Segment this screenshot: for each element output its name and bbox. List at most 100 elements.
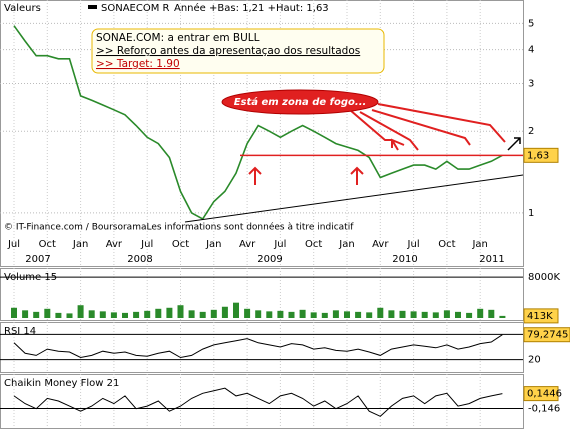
bar xyxy=(221,306,228,318)
bar xyxy=(321,312,328,318)
last-value-label: 0,1446 xyxy=(527,389,562,400)
bar xyxy=(432,312,439,318)
header: Valeurs xyxy=(4,3,41,14)
bar xyxy=(477,308,484,318)
x-tick-label: Jan xyxy=(205,239,221,250)
source-note: © IT-Finance.com / BoursoramaLes informa… xyxy=(4,222,354,233)
bar xyxy=(310,312,317,318)
y-tick-label: 8000K xyxy=(528,272,560,283)
x-tick-label: Oct xyxy=(172,239,189,250)
y-tick-label: 20 xyxy=(528,355,541,366)
x-tick-label: Avr xyxy=(106,239,123,250)
bar xyxy=(66,313,73,318)
panel-frame xyxy=(0,322,524,373)
bar xyxy=(110,312,117,318)
bar xyxy=(155,308,162,318)
bar xyxy=(299,309,306,318)
x-tick-label: Jul xyxy=(140,239,153,250)
bar xyxy=(177,305,184,318)
x-year-label: 2009 xyxy=(257,254,282,265)
bar xyxy=(166,307,173,318)
x-year-label: 2010 xyxy=(392,254,417,265)
x-year-label: 2011 xyxy=(479,254,504,265)
x-tick-label: Jan xyxy=(338,239,354,250)
panel-title: Volume 15 xyxy=(4,272,57,283)
x-year-label: 2007 xyxy=(25,254,50,265)
last-value-label: 1,63 xyxy=(527,150,549,161)
callout-arrows xyxy=(248,103,506,185)
bar xyxy=(277,310,284,318)
x-tick-label: Jan xyxy=(72,239,88,250)
last-value-box xyxy=(523,327,570,343)
x-tick-label: Jul xyxy=(273,239,286,250)
callout-text: Está em zona de fogo... xyxy=(234,96,367,108)
last-value-box xyxy=(523,147,559,163)
x-tick-label: Jul xyxy=(7,239,20,250)
annotation-line: >> Target: 1.90 xyxy=(96,58,180,70)
bar xyxy=(133,311,140,318)
line-series xyxy=(13,334,503,359)
bar xyxy=(399,310,406,318)
y-tick-label: 2 xyxy=(528,126,534,137)
subtitle: Année +Bas: 1,21 +Haut: 1,63 xyxy=(174,2,329,14)
annotation-layer: Valeurs SONAECOM R Année +Bas: 1,21 +Hau… xyxy=(4,2,524,233)
x-tick-label: Jan xyxy=(471,239,487,250)
bar xyxy=(11,307,17,318)
bar xyxy=(455,311,461,318)
bar xyxy=(288,311,295,318)
bar xyxy=(188,310,195,318)
bar xyxy=(33,311,40,318)
last-value-label: 413K xyxy=(527,311,553,322)
bar xyxy=(355,311,362,318)
bar xyxy=(55,312,62,318)
bar xyxy=(44,308,51,318)
x-tick-label: Avr xyxy=(372,239,389,250)
line-series xyxy=(13,25,503,220)
trend-arrow xyxy=(507,137,521,151)
bar xyxy=(88,310,95,318)
panel-title: Chaikin Money Flow 21 xyxy=(4,378,119,389)
panel-frame xyxy=(0,0,524,267)
bar xyxy=(488,309,495,318)
y-tick-label: -0,146 xyxy=(528,403,560,414)
legend-swatch xyxy=(88,5,97,9)
y-tick-label: 4 xyxy=(528,45,534,56)
bar xyxy=(421,311,428,318)
support-line xyxy=(184,174,524,223)
bar xyxy=(466,312,473,318)
bar xyxy=(388,310,395,318)
bar xyxy=(210,309,217,318)
bar xyxy=(332,310,339,318)
line-series xyxy=(13,387,503,417)
x-year-label: 2008 xyxy=(127,254,152,265)
bar xyxy=(499,315,506,318)
last-value-box xyxy=(523,308,559,324)
annotation-line: >> Reforço antes da apresentaçao dos res… xyxy=(96,45,360,57)
y-tick-label: 5 xyxy=(528,18,534,29)
annotation-line: SONAE.COM: a entrar em BULL xyxy=(96,32,260,44)
x-tick-label: Jul xyxy=(407,239,420,250)
y-tick-label: 1 xyxy=(528,208,534,219)
last-value-box xyxy=(523,386,559,402)
bar xyxy=(99,311,106,318)
panel-frame xyxy=(0,374,524,429)
bar xyxy=(199,311,206,318)
x-tick-label: Oct xyxy=(305,239,322,250)
bar xyxy=(366,312,373,318)
bar xyxy=(233,302,239,318)
x-tick-label: Oct xyxy=(438,239,455,250)
bar xyxy=(122,312,128,318)
bar xyxy=(255,310,262,318)
bar xyxy=(244,308,251,318)
bar xyxy=(344,311,350,318)
legend-entry: SONAECOM R xyxy=(101,3,170,14)
bar xyxy=(443,310,450,318)
callout-bubble xyxy=(221,89,379,115)
last-value-label: 79,2745 xyxy=(527,330,568,341)
y-tick-label: 3 xyxy=(528,78,534,89)
bar xyxy=(22,310,29,318)
bar xyxy=(410,311,417,318)
panel-title: RSI 14 xyxy=(4,326,36,337)
bar xyxy=(144,310,151,318)
